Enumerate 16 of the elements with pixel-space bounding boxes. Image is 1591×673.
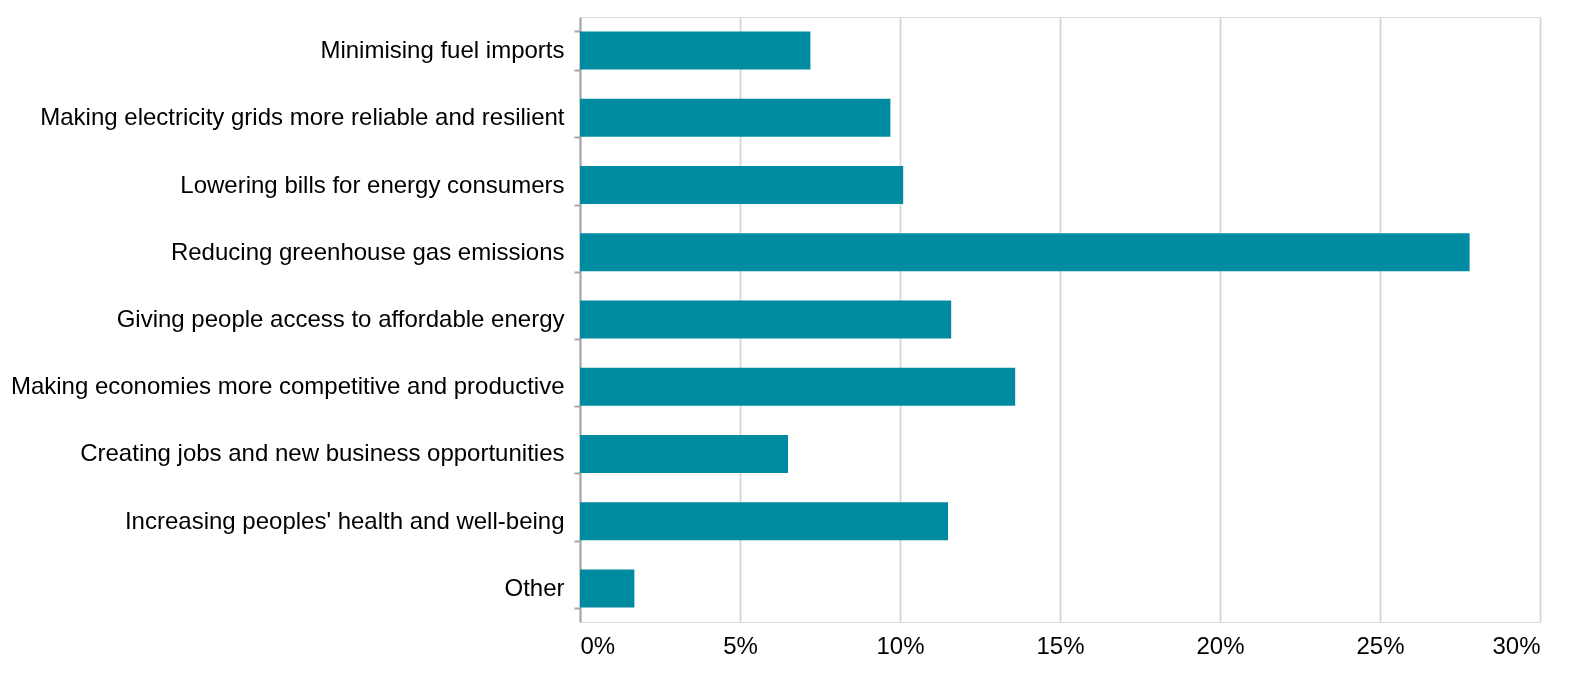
y-tick-label: Creating jobs and new business opportunities [80,439,565,467]
y-tick-label: Lowering bills for energy consumers [180,170,565,198]
y-tick-label: Making electricity grids more reliable and resilient [40,103,565,131]
x-tick-label: 10% [876,631,925,659]
y-tick-label: Giving people access to affordable energy [116,305,565,332]
x-tick-label: 15% [1036,631,1085,659]
x-tick-label: 25% [1356,631,1405,659]
y-tick-label: Increasing peoples' health and well-being [124,506,565,534]
x-tick-label: 0% [580,631,616,659]
x-tick-label: 5% [723,631,758,659]
x-tick-label: 30% [1492,631,1541,659]
y-tick-label: Making economies more competitive and productive [10,372,565,400]
x-tick-label: 20% [1196,631,1245,659]
y-tick-label: Other [504,573,565,601]
y-tick-label: Minimising fuel imports [320,36,565,64]
y-tick-label: Reducing greenhouse gas emissions [170,237,565,265]
